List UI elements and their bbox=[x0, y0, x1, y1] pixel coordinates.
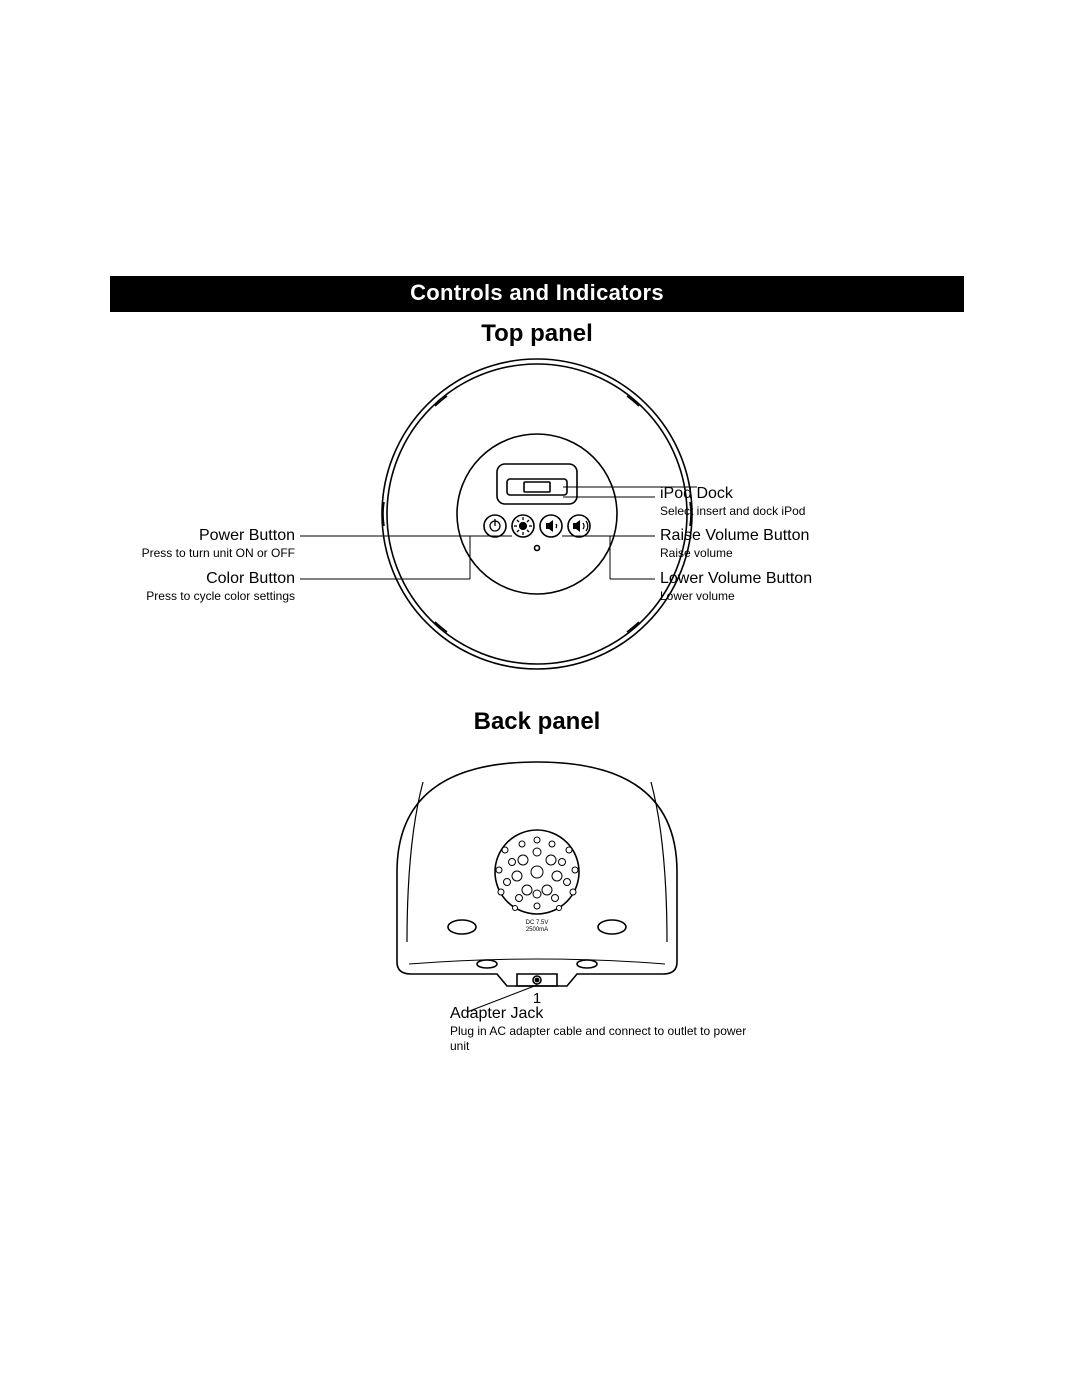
callout-desc: Raise volume bbox=[660, 546, 910, 561]
callout-title: Adapter Jack bbox=[450, 1004, 750, 1024]
back-panel-heading: Back panel bbox=[110, 708, 964, 736]
top-panel-svg bbox=[377, 354, 697, 674]
dc-label-line2: 2500mA bbox=[526, 927, 548, 933]
dc-label-line1: DC 7.5V bbox=[526, 920, 549, 926]
callout-desc: Select insert and dock iPod bbox=[660, 504, 910, 519]
top-panel-heading: Top panel bbox=[110, 320, 964, 348]
callout-adapter-jack: Adapter Jack Plug in AC adapter cable an… bbox=[450, 1004, 750, 1054]
callout-title: Color Button bbox=[110, 569, 295, 589]
callout-power-button: Power Button Press to turn unit ON or OF… bbox=[110, 526, 295, 561]
callout-ipod-dock: iPod Dock Select insert and dock iPod bbox=[660, 484, 910, 519]
callout-desc: Press to turn unit ON or OFF bbox=[110, 546, 295, 561]
callout-desc: Lower volume bbox=[660, 589, 910, 604]
callout-title: Lower Volume Button bbox=[660, 569, 910, 589]
callout-raise-volume: Raise Volume Button Raise volume bbox=[660, 526, 910, 561]
callout-title: Raise Volume Button bbox=[660, 526, 910, 546]
callout-title: Power Button bbox=[110, 526, 295, 546]
callout-color-button: Color Button Press to cycle color settin… bbox=[110, 569, 295, 604]
page-number: 1 bbox=[110, 990, 964, 1007]
top-panel-diagram: iPod Dock Select insert and dock iPod Ra… bbox=[110, 354, 964, 694]
callout-lower-volume: Lower Volume Button Lower volume bbox=[660, 569, 910, 604]
callout-desc: Press to cycle color settings bbox=[110, 589, 295, 604]
section-bar: Controls and Indicators bbox=[110, 276, 964, 312]
callout-title: iPod Dock bbox=[660, 484, 910, 504]
back-panel-svg: DC 7.5V 2500mA bbox=[367, 742, 707, 1002]
callout-desc: Plug in AC adapter cable and connect to … bbox=[450, 1024, 750, 1054]
